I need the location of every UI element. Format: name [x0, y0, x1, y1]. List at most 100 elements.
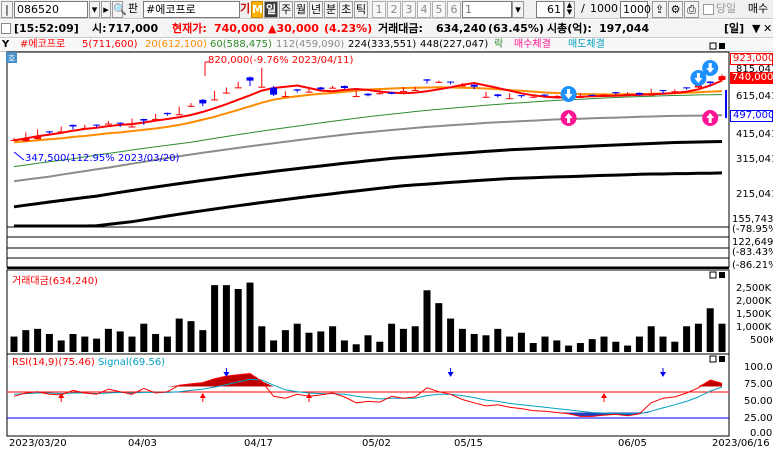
range-separator: / [581, 2, 585, 15]
legend-ma112[interactable]: 112(459,090) [276, 39, 345, 50]
x-axis-label: 05/15 [454, 438, 483, 449]
axis-label: 215,041 [736, 189, 773, 200]
range-input[interactable]: 1000 [620, 1, 651, 18]
candle-body [317, 87, 325, 90]
stock-name-field[interactable]: #에코프로 [143, 1, 240, 18]
tab-yearly[interactable]: 년 [309, 1, 323, 18]
candle-body [34, 136, 42, 140]
price-change: ▲30,000 [268, 22, 319, 35]
volume-bar [187, 321, 195, 352]
buy-order-label[interactable]: 매수 [747, 2, 769, 15]
panel-tag-label: 호 [8, 54, 15, 63]
candle-body [671, 91, 679, 93]
volume-bar [529, 343, 537, 352]
axis-label: 155,743 [732, 214, 773, 225]
volume-bar [152, 334, 160, 352]
volume-bar [447, 318, 455, 352]
price-pane[interactable] [6, 51, 730, 228]
interval-5-button[interactable]: 5 [432, 1, 446, 18]
interval-2-button[interactable]: 2 [387, 1, 401, 18]
count-stepper[interactable]: ▲ ▼ [564, 1, 575, 18]
candle-body [647, 94, 655, 96]
indicator-area [6, 269, 730, 437]
today-checkbox[interactable] [703, 4, 714, 15]
buy-marker-icon-arrow [706, 113, 715, 123]
volume-bar [57, 340, 65, 352]
export-icon[interactable]: ⇪ [652, 1, 667, 18]
low-price-annotation: 347,500(112.95% 2023/03/20) [25, 153, 180, 164]
volume-bar [140, 323, 148, 352]
count-input[interactable]: 61 [536, 1, 564, 18]
candle-body [199, 99, 207, 104]
maximize-icon[interactable] [709, 355, 717, 363]
stock-code-input[interactable]: 086520 [14, 1, 88, 18]
legend-ma5[interactable]: 5(711,600) [82, 39, 138, 50]
volume-bar [364, 335, 372, 352]
chevron-down-icon[interactable]: ▼ [752, 22, 761, 35]
axis-label: 315,041 [736, 154, 773, 165]
maximize-icon[interactable] [709, 271, 717, 279]
candle-body [211, 99, 219, 101]
tab-tick[interactable]: 틱 [354, 1, 368, 18]
volume-bar [494, 328, 502, 352]
interval-1-button[interactable]: 1 [372, 1, 386, 18]
next-button[interactable]: ▸ [101, 1, 111, 18]
close-pane-icon[interactable] [719, 272, 725, 278]
high-price-annotation: 820,000(-9.76% 2023/04/11) [208, 55, 354, 66]
legend-sell[interactable]: 매도체결 [568, 39, 605, 50]
print-icon[interactable]: ⎙ [684, 1, 699, 18]
candle-body [635, 92, 643, 95]
candle-body [281, 96, 289, 98]
candle-body [57, 131, 65, 133]
candle-body [600, 94, 608, 96]
candle-body [411, 89, 419, 91]
tab-weekly[interactable]: 주 [279, 1, 293, 18]
interval-4-button[interactable]: 4 [417, 1, 431, 18]
volume-bar [340, 340, 348, 352]
interval-select[interactable]: 1 [462, 1, 512, 18]
panel-tag-icon[interactable] [6, 52, 17, 63]
volume-bar [81, 336, 89, 352]
code-dropdown-button[interactable]: ▾ [89, 1, 100, 18]
legend-ma448[interactable]: 448(227,047) [420, 39, 489, 50]
volume-bar [10, 336, 18, 352]
candle-body [69, 124, 77, 127]
candle-body [175, 114, 183, 116]
interval-6-button[interactable]: 6 [447, 1, 461, 18]
mini-toggle-button[interactable]: M [251, 1, 263, 18]
volume-bar [45, 334, 53, 352]
legend-low[interactable]: 락 [494, 39, 504, 50]
volume-bar [635, 336, 643, 352]
buy-signal-arrow [306, 393, 312, 398]
pane-controls [709, 42, 725, 363]
candle-body [706, 81, 714, 84]
maximize-icon[interactable] [709, 42, 717, 50]
volume-bar [671, 341, 679, 352]
interval-3-button[interactable]: 3 [402, 1, 416, 18]
close-pane-icon[interactable] [719, 356, 725, 362]
legend-ma224[interactable]: 224(333,551) [348, 39, 417, 50]
info-checkbox[interactable] [1, 23, 11, 34]
tab-minute[interactable]: 분 [324, 1, 338, 18]
settings-icon[interactable]: ⚙ [668, 1, 683, 18]
legend-buy[interactable]: 매수체결 [514, 39, 551, 50]
chart-type-label: 기 [240, 2, 251, 15]
axis-label: 815,041 [736, 64, 773, 75]
chevron-down-icon[interactable]: ▾ [512, 1, 524, 18]
axis-label: 500K [750, 335, 773, 346]
legend-price[interactable]: #에코프로 [20, 39, 66, 50]
tab-monthly[interactable]: 월 [294, 1, 308, 18]
tab-second[interactable]: 초 [339, 1, 353, 18]
legend-ma60[interactable]: 60(588,475) [210, 39, 272, 50]
close-icon[interactable]: ✕ [763, 22, 773, 35]
candle-body [352, 96, 360, 98]
volume-bar [352, 344, 360, 352]
candle-body [116, 122, 124, 124]
volume-bar [553, 340, 561, 352]
volume-bar [128, 336, 136, 352]
search-icon[interactable]: 🔍 [112, 1, 127, 18]
tab-daily[interactable]: 일 [264, 1, 278, 18]
close-pane-icon[interactable] [719, 43, 725, 49]
legend-ma20[interactable]: 20(612,100) [145, 39, 207, 50]
